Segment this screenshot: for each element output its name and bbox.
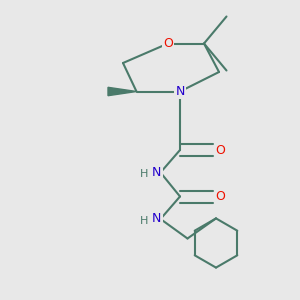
Text: O: O	[163, 37, 173, 50]
Text: N: N	[175, 85, 185, 98]
Text: H: H	[140, 169, 148, 179]
Text: O: O	[216, 143, 225, 157]
Text: H: H	[140, 215, 148, 226]
Text: N: N	[152, 212, 162, 226]
Polygon shape	[108, 87, 136, 96]
Text: O: O	[216, 190, 225, 203]
Text: N: N	[152, 166, 162, 179]
